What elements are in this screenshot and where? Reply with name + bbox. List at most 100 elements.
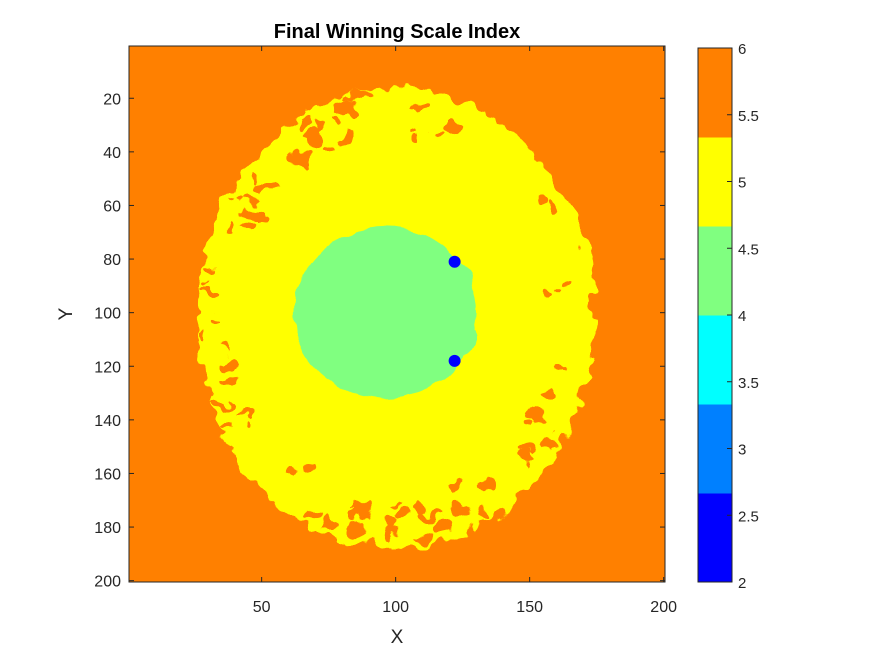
speckle-patch <box>451 479 461 492</box>
y-tick-label: 160 <box>94 466 121 483</box>
speckle-patch <box>548 197 555 210</box>
colorbar-tick-label: 5 <box>738 175 746 192</box>
y-tick-label: 60 <box>103 198 121 215</box>
speckle-patch <box>407 126 416 132</box>
x-tick-label: 150 <box>516 599 543 616</box>
y-tick-label: 140 <box>94 413 121 430</box>
speckle-patch <box>222 357 240 369</box>
x-tick-label: 100 <box>382 599 409 616</box>
colorbar: 2 2.5 3 3.5 4 4.5 5 5.5 6 <box>697 41 759 592</box>
speckle-patch <box>413 499 429 515</box>
speckle-patch <box>203 279 213 286</box>
speckle-patch <box>445 120 460 135</box>
speckle-patch <box>554 363 567 378</box>
colorbar-tick-label: 3.5 <box>738 375 759 392</box>
speckle-patch <box>342 522 360 537</box>
colorbar-tick-label: 2 <box>738 575 746 592</box>
speckle-patch <box>254 174 261 185</box>
speckle-patch <box>523 421 531 428</box>
speckle-patch <box>313 133 325 145</box>
speckle-patch <box>232 196 243 201</box>
speckle-patch <box>321 515 331 529</box>
speckle-patch <box>385 501 402 507</box>
speckle-patch <box>200 289 219 298</box>
colorbar-segment <box>698 493 732 583</box>
speckle-patch <box>546 434 558 450</box>
speckle-patch <box>480 505 491 521</box>
speckle-patch <box>236 411 255 419</box>
speckle-patch <box>208 317 223 323</box>
colorbar-tick-label: 2.5 <box>738 508 759 525</box>
speckle-patch <box>433 520 453 534</box>
speckle-patch <box>394 508 408 519</box>
x-tick-label: 50 <box>253 599 271 616</box>
speckle-patch <box>248 422 254 430</box>
colorbar-segment <box>698 315 732 405</box>
spot-upper <box>448 255 461 268</box>
colorbar-segment <box>698 226 732 316</box>
speckle-patch <box>203 266 221 272</box>
speckle-patch <box>346 511 364 522</box>
speckle-patch <box>329 116 339 123</box>
speckle-patch <box>242 194 257 200</box>
speckle-patch <box>286 469 296 478</box>
x-axis: 50 100 150 200 <box>253 46 677 616</box>
speckle-patch <box>228 218 236 233</box>
speckle-patch <box>240 222 253 232</box>
speckle-patch <box>417 533 436 541</box>
speckle-patch <box>222 425 235 431</box>
speckle-patch <box>339 130 359 144</box>
speckle-patch <box>543 286 556 295</box>
y-tick-label: 20 <box>103 91 121 108</box>
speckle-patch <box>386 524 397 539</box>
y-tick-label: 80 <box>103 252 121 269</box>
inner-region <box>293 226 477 399</box>
speckle-patch <box>452 502 469 517</box>
colorbar-segment <box>698 404 732 494</box>
chart-title: Final Winning Scale Index <box>274 21 521 43</box>
plot-frame <box>128 45 666 583</box>
speckle-patch <box>383 516 399 528</box>
y-tick-label: 180 <box>94 520 121 537</box>
speckle-patch <box>410 133 419 143</box>
colorbar-segment <box>698 48 732 138</box>
speckle-patch <box>514 451 536 463</box>
speckle-patch <box>519 443 537 452</box>
heatmap-plot-area <box>129 46 665 582</box>
colorbar-segment <box>698 137 732 227</box>
x-tick-label: 200 <box>650 599 677 616</box>
speckle-patch <box>221 378 238 387</box>
speckle-patch <box>542 385 559 400</box>
speckle-patch <box>301 462 317 472</box>
speckle-patch <box>257 183 278 191</box>
speckle-patches <box>199 92 576 541</box>
speckle-patch <box>212 400 231 408</box>
speckle-patch <box>199 329 208 340</box>
speckle-patch <box>313 120 322 135</box>
y-tick-label: 40 <box>103 145 121 162</box>
y-tick-label: 100 <box>94 306 121 323</box>
speckle-patch <box>322 145 337 153</box>
speckle-patch <box>541 196 548 209</box>
speckle-patch <box>352 502 365 510</box>
x-axis-title: X <box>391 627 404 648</box>
speckle-patch <box>481 476 493 486</box>
colorbar-tick-label: 5.5 <box>738 108 759 125</box>
notch-upper <box>446 264 474 297</box>
spot-lower <box>448 354 461 367</box>
speckle-patch <box>244 206 266 221</box>
y-axis-title: Y <box>56 307 77 320</box>
speckle-patch <box>419 511 440 520</box>
speckle-patch <box>338 100 357 116</box>
speckle-patch <box>432 133 448 140</box>
speckle-patch <box>347 92 366 102</box>
speckle-patch <box>410 103 427 112</box>
speckle-patch <box>285 152 304 165</box>
y-tick-label: 200 <box>94 574 121 591</box>
speckle-patch <box>557 280 576 288</box>
colorbar-tick-label: 4 <box>738 308 746 325</box>
speckle-patch <box>219 339 228 354</box>
y-axis: 20 40 60 80 100 120 140 160 180 200 <box>94 91 665 591</box>
speckle-patch <box>529 411 543 425</box>
